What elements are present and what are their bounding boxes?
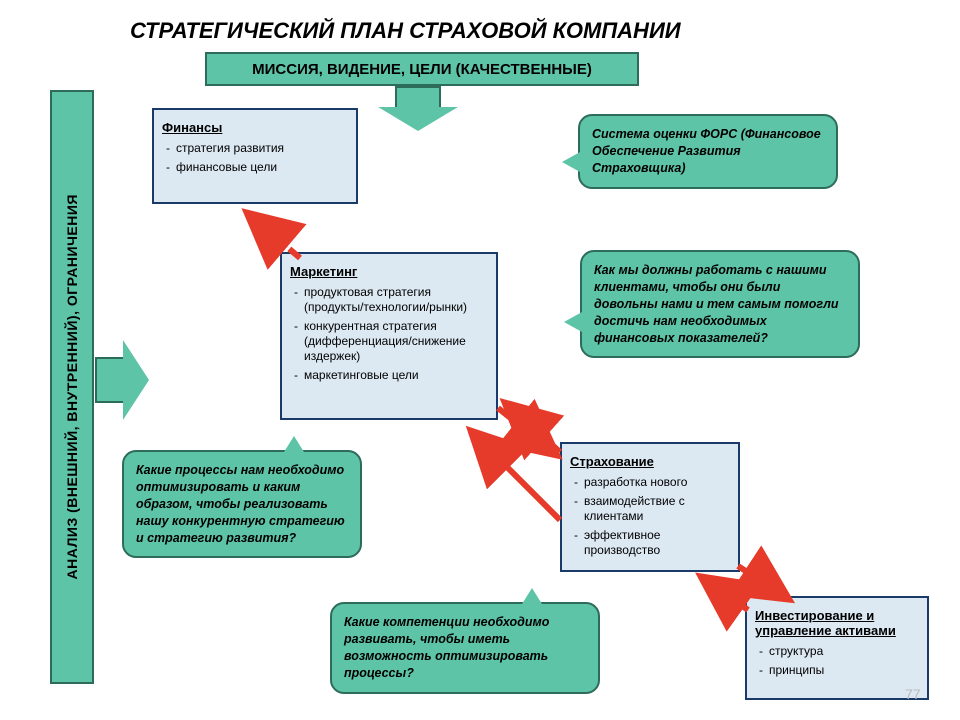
- insurance-item: эффективное производство: [570, 528, 730, 558]
- marketing-item: маркетинговые цели: [290, 368, 488, 383]
- marketing-item: продуктовая стратегия (продукты/технолог…: [290, 285, 488, 315]
- finance-box: Финансы стратегия развития финансовые це…: [152, 108, 358, 204]
- marketing-title: Маркетинг: [290, 264, 488, 279]
- mission-banner-text: МИССИЯ, ВИДЕНИЕ, ЦЕЛИ (КАЧЕСТВЕННЫЕ): [252, 61, 592, 78]
- investment-box: Инвестирование и управление активами стр…: [745, 596, 929, 700]
- page-number: 77: [905, 686, 921, 702]
- analysis-sidebar-text: АНАЛИЗ (ВНЕШНИЙ, ВНУТРЕННИЙ), ОГРАНИЧЕНИ…: [64, 194, 80, 579]
- insurance-item: разработка нового: [570, 475, 730, 490]
- investment-title: Инвестирование и управление активами: [755, 608, 919, 638]
- finance-item: финансовые цели: [162, 160, 348, 175]
- finance-title: Финансы: [162, 120, 348, 135]
- sidebar-arrow-right-icon: [95, 340, 149, 420]
- page-title: СТРАТЕГИЧЕСКИЙ ПЛАН СТРАХОВОЙ КОМПАНИИ: [130, 18, 681, 44]
- investment-item: структура: [755, 644, 919, 659]
- clients-callout: Как мы должны работать с нашими клиентам…: [580, 250, 860, 358]
- processes-callout-text: Какие процессы нам необходимо оптимизиро…: [136, 463, 345, 545]
- marketing-box: Маркетинг продуктовая стратегия (продукт…: [280, 252, 498, 420]
- finance-item: стратегия развития: [162, 141, 348, 156]
- fors-callout: Система оценки ФОРС (Финансовое Обеспече…: [578, 114, 838, 189]
- insurance-title: Страхование: [570, 454, 730, 469]
- fors-callout-text: Система оценки ФОРС (Финансовое Обеспече…: [592, 127, 821, 175]
- competencies-callout: Какие компетенции необходимо развивать, …: [330, 602, 600, 694]
- insurance-item: взаимодействие с клиентами: [570, 494, 730, 524]
- analysis-sidebar: АНАЛИЗ (ВНЕШНИЙ, ВНУТРЕННИЙ), ОГРАНИЧЕНИ…: [50, 90, 94, 684]
- marketing-item: конкурентная стратегия (дифференциация/с…: [290, 319, 488, 364]
- processes-callout: Какие процессы нам необходимо оптимизиро…: [122, 450, 362, 558]
- insurance-box: Страхование разработка нового взаимодейс…: [560, 442, 740, 572]
- clients-callout-text: Как мы должны работать с нашими клиентам…: [594, 263, 839, 345]
- mission-banner: МИССИЯ, ВИДЕНИЕ, ЦЕЛИ (КАЧЕСТВЕННЫЕ): [205, 52, 639, 86]
- banner-arrow-down-icon: [378, 86, 458, 131]
- competencies-callout-text: Какие компетенции необходимо развивать, …: [344, 615, 549, 680]
- investment-item: принципы: [755, 663, 919, 678]
